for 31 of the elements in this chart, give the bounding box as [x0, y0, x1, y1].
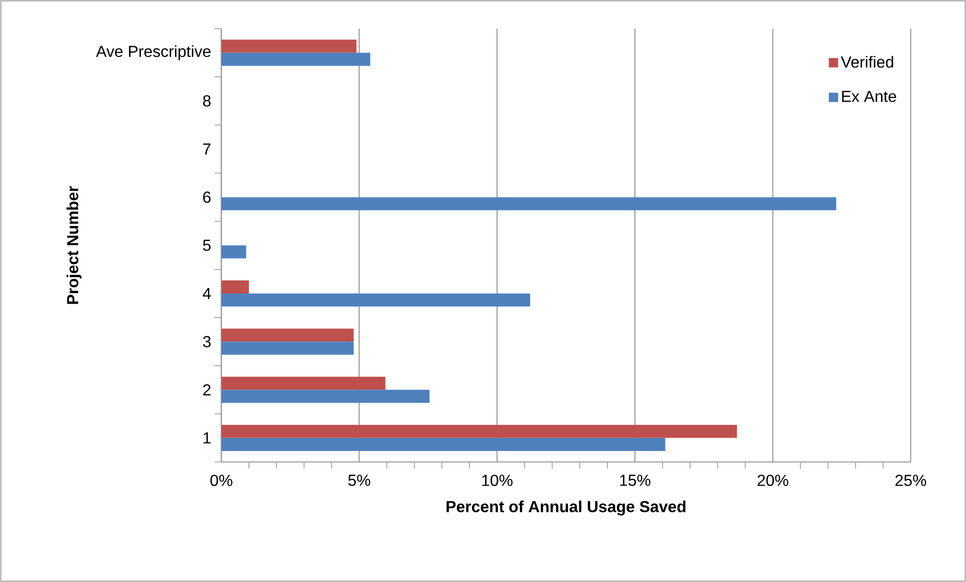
bar — [221, 328, 354, 342]
x-tick-label: 5% — [348, 474, 370, 486]
y-tick-label: 5 — [203, 240, 211, 251]
bar — [221, 293, 530, 307]
bar — [221, 438, 666, 451]
bar — [221, 376, 386, 390]
y-tick-label: 6 — [203, 192, 211, 203]
y-tick-label: 3 — [203, 336, 211, 348]
bar — [221, 197, 836, 210]
bar — [221, 40, 356, 53]
x-tick-label: 0% — [210, 474, 232, 486]
x-tick-label: 10% — [482, 474, 513, 486]
x-tick-label: 20% — [758, 474, 788, 486]
bar — [221, 390, 430, 403]
y-axis-title: Project Number — [66, 186, 82, 304]
y-tick-label: 1 — [204, 432, 211, 444]
y-tick-label: 2 — [203, 384, 210, 396]
legend-label: Ex Ante — [842, 90, 896, 102]
bar — [221, 280, 249, 294]
bar — [221, 342, 354, 355]
x-tick-label: 15% — [620, 474, 650, 486]
bar — [221, 52, 370, 66]
x-axis-title: Percent of Annual Usage Saved — [446, 500, 686, 516]
y-tick-label: 7 — [203, 144, 210, 155]
legend-label: Verified — [840, 56, 894, 68]
x-tick-label: 25% — [895, 474, 926, 486]
y-tick-label: 8 — [203, 95, 211, 107]
bar — [221, 245, 246, 258]
y-tick-label: 4 — [202, 288, 211, 299]
y-tick-label: Ave Prescriptive — [96, 45, 211, 60]
bar — [221, 424, 737, 438]
